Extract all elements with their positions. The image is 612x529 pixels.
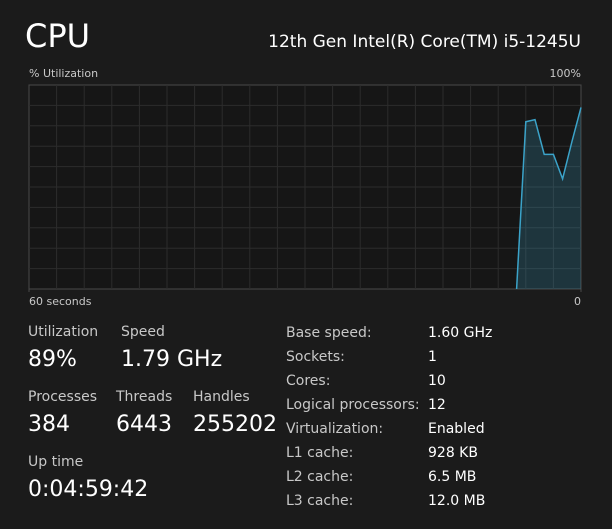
utilization-line	[515, 107, 582, 290]
stat-label: Threads	[116, 389, 173, 405]
stat-label: Utilization	[28, 324, 99, 340]
title: CPU	[25, 17, 91, 55]
y-axis-label: % Utilization	[29, 67, 99, 80]
stat-label: Handles	[193, 389, 250, 405]
y-tick-label: 100%	[549, 67, 581, 80]
detail-value: 12.0 MB	[428, 493, 486, 509]
stat-value: 6443	[116, 412, 172, 437]
detail-value: Enabled	[428, 421, 485, 437]
x-tick-label: 0	[574, 295, 581, 308]
processor-name: 12th Gen Intel(R) Core(TM) i5-1245U	[268, 32, 581, 52]
x-tick-label: 60 seconds	[29, 295, 92, 308]
detail-label: Virtualization:	[286, 421, 384, 437]
stat-label: Speed	[121, 324, 165, 340]
detail-label: Cores:	[286, 373, 331, 389]
detail-value: 928 KB	[428, 445, 478, 461]
stat-value: 0:04:59:42	[28, 477, 149, 502]
stat-value: 255202	[193, 412, 277, 437]
chart	[28, 84, 582, 292]
stat-label: Up time	[28, 454, 84, 470]
stat-label: Processes	[28, 389, 98, 405]
detail-value: 1.60 GHz	[428, 325, 493, 341]
detail-label: L3 cache:	[286, 493, 354, 509]
detail-value: 12	[428, 397, 446, 413]
stat-value: 384	[28, 412, 70, 437]
detail-value: 10	[428, 373, 446, 389]
detail-label: Sockets:	[286, 349, 345, 365]
detail-label: L2 cache:	[286, 469, 354, 485]
detail-label: Logical processors:	[286, 397, 420, 413]
detail-value: 6.5 MB	[428, 469, 477, 485]
detail-label: Base speed:	[286, 325, 372, 341]
utilization-area	[516, 107, 581, 289]
stat-value: 89%	[28, 347, 77, 372]
detail-label: L1 cache:	[286, 445, 354, 461]
stat-value: 1.79 GHz	[121, 347, 223, 372]
detail-value: 1	[428, 349, 437, 365]
